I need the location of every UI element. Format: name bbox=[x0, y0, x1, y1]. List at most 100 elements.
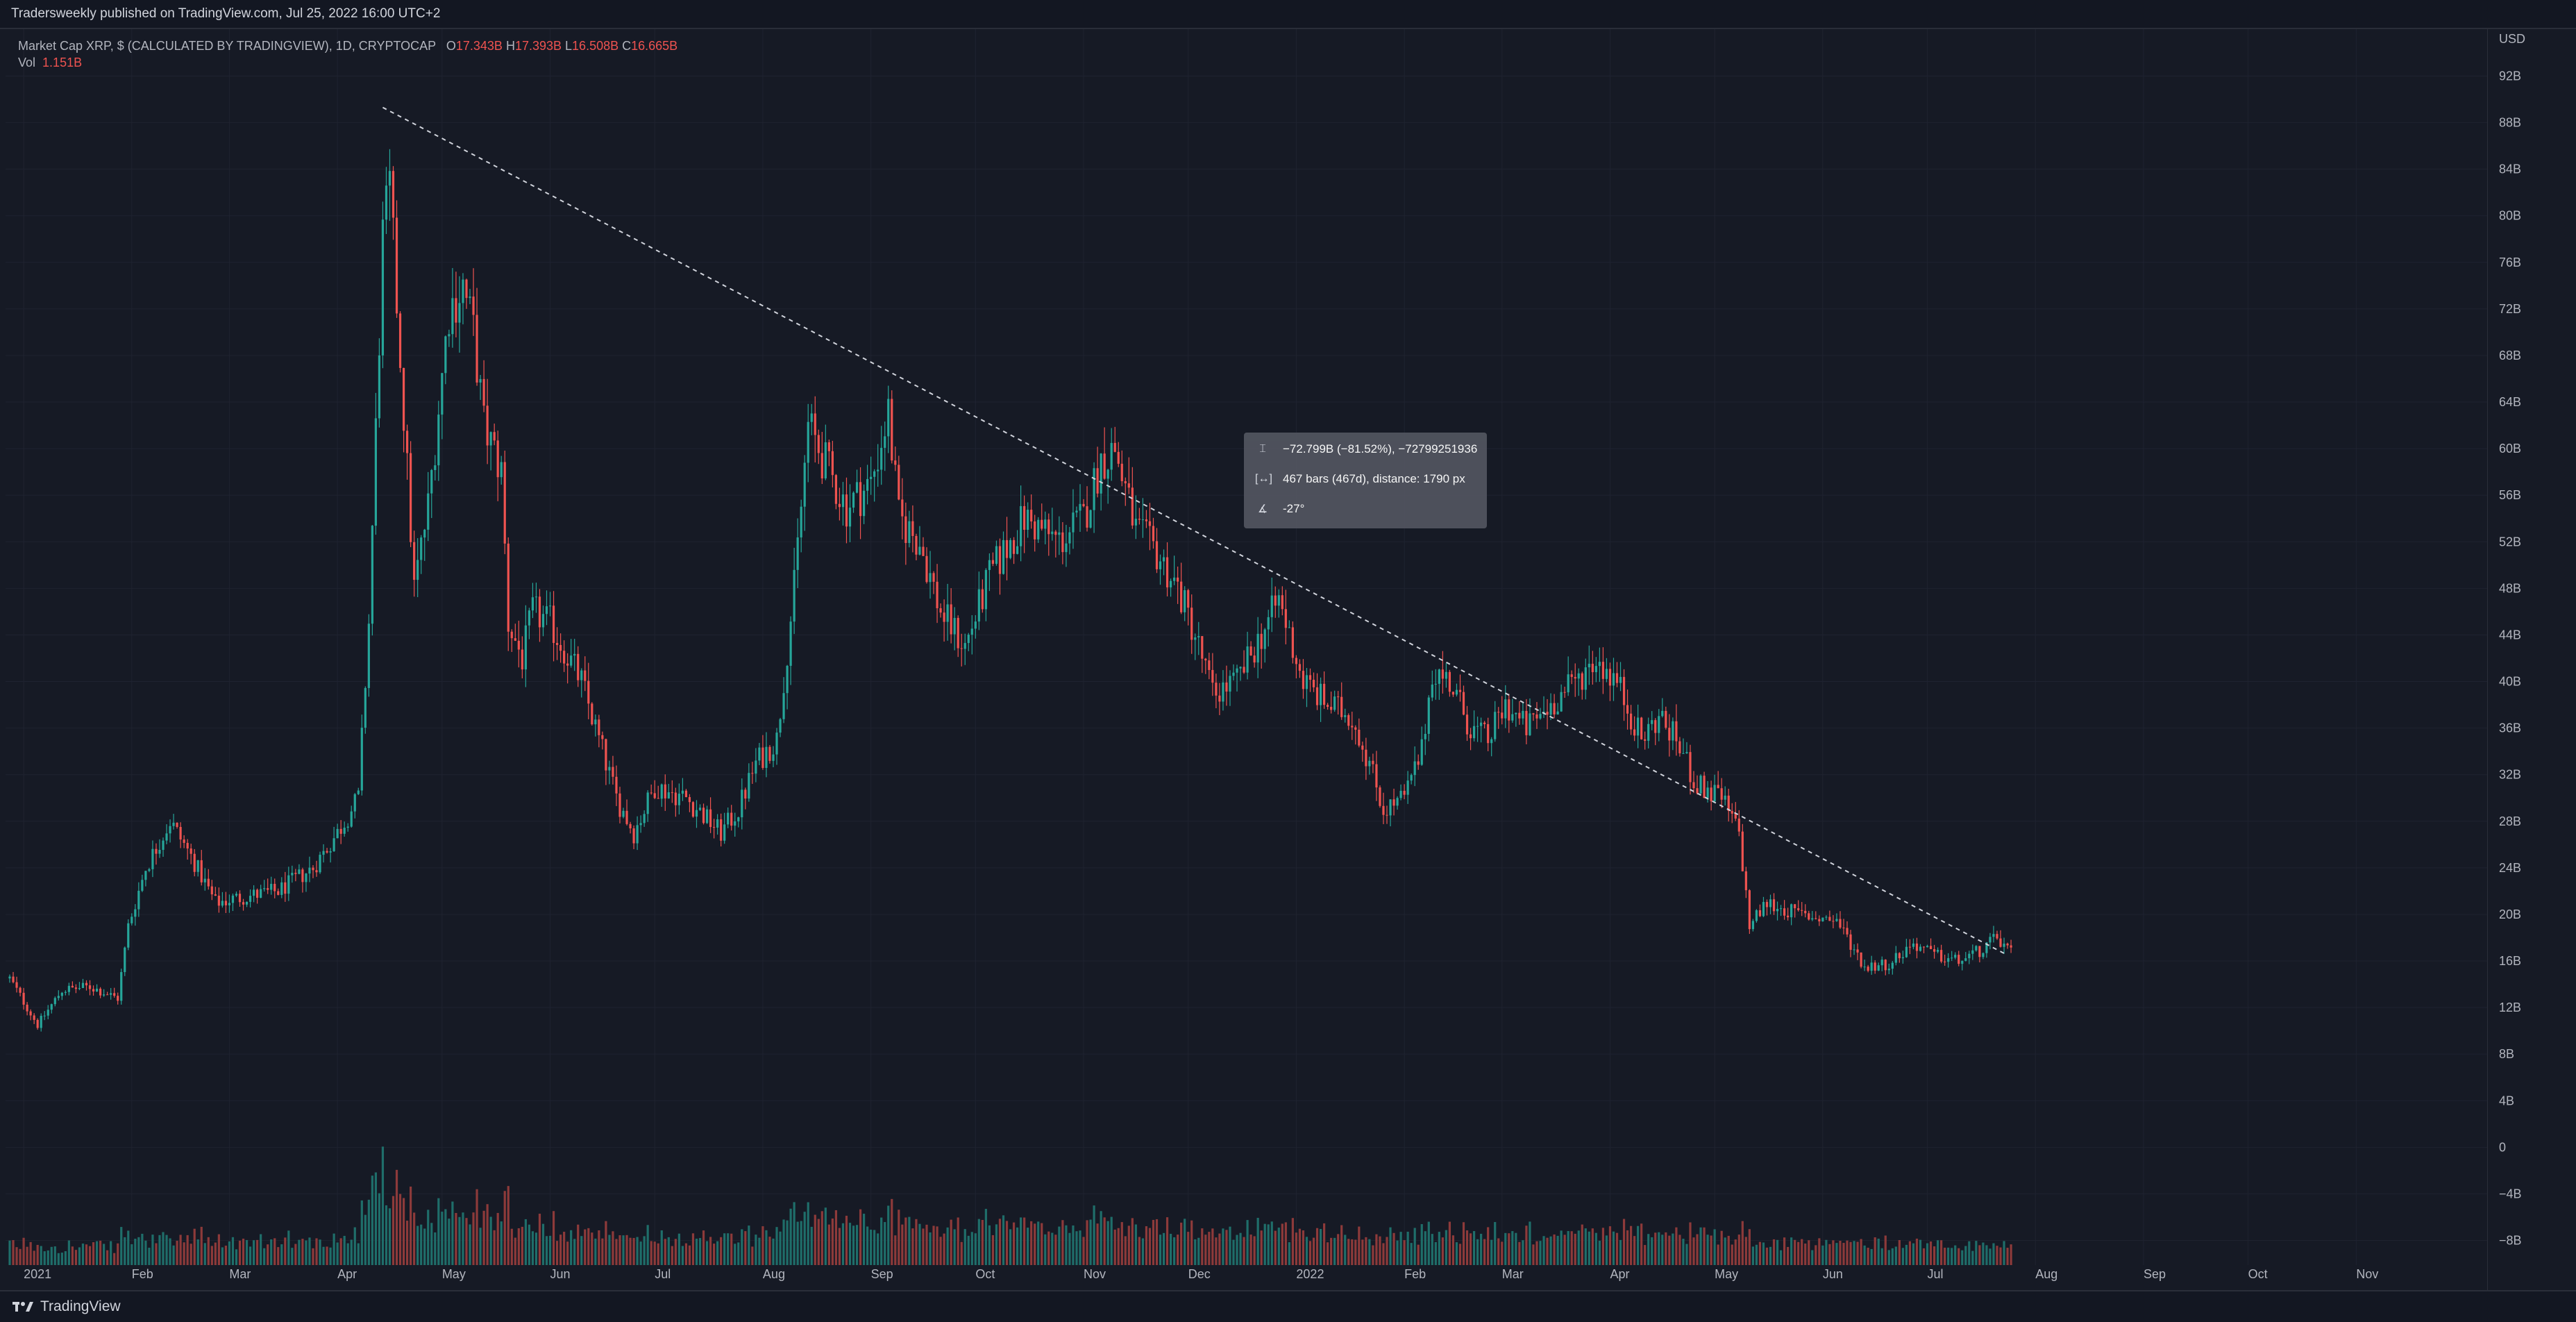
volume-bar bbox=[1535, 1241, 1538, 1265]
volume-bar bbox=[1465, 1230, 1469, 1265]
volume-bar bbox=[789, 1208, 792, 1265]
volume-bar bbox=[416, 1225, 419, 1265]
volume-bar bbox=[838, 1228, 841, 1265]
volume-bar bbox=[1347, 1239, 1350, 1265]
chart-svg[interactable]: USD 92B 88B 84B 80B 76B 72B 68B 64B 60B 56B 52B 48B 4… bbox=[0, 29, 2576, 1290]
candle bbox=[1978, 946, 1981, 963]
candle bbox=[117, 992, 119, 1005]
volume-bar bbox=[1944, 1247, 1946, 1265]
volume-bar bbox=[19, 1248, 22, 1265]
candle bbox=[444, 335, 447, 385]
candle bbox=[845, 477, 848, 544]
candle bbox=[873, 469, 876, 502]
candle bbox=[353, 793, 356, 819]
volume-bar bbox=[1295, 1232, 1298, 1265]
y-tick-label: 60B bbox=[2499, 442, 2521, 455]
volume-bar bbox=[695, 1238, 698, 1265]
volume-bar bbox=[1020, 1217, 1022, 1265]
volume-bar bbox=[1312, 1237, 1315, 1265]
volume-bar bbox=[1302, 1230, 1305, 1265]
volume-bar bbox=[71, 1246, 74, 1265]
candle bbox=[238, 890, 242, 907]
volume-bar bbox=[1298, 1228, 1302, 1265]
candle bbox=[779, 717, 782, 737]
volume-bar bbox=[1134, 1224, 1137, 1265]
volume-bar bbox=[960, 1241, 963, 1265]
candle bbox=[1654, 718, 1657, 746]
candle bbox=[657, 785, 659, 799]
volume-bar bbox=[326, 1246, 328, 1265]
candle bbox=[1717, 771, 1719, 789]
candle bbox=[639, 815, 642, 833]
candle bbox=[1319, 677, 1322, 722]
volume-bar bbox=[1685, 1244, 1688, 1265]
volume-bar bbox=[943, 1233, 945, 1265]
volume-bar bbox=[674, 1239, 677, 1265]
candle bbox=[405, 424, 409, 480]
candle bbox=[615, 765, 618, 806]
candle bbox=[291, 865, 294, 883]
candle bbox=[1999, 930, 2002, 948]
volume-bar bbox=[768, 1237, 771, 1265]
candle bbox=[1501, 696, 1504, 725]
candle bbox=[716, 814, 719, 835]
candle bbox=[1490, 737, 1493, 757]
candle bbox=[984, 568, 987, 621]
candle bbox=[1675, 704, 1678, 756]
candle bbox=[1901, 951, 1904, 964]
candle bbox=[1288, 620, 1290, 628]
candle bbox=[1291, 621, 1294, 664]
candle bbox=[151, 840, 154, 878]
volume-bar bbox=[57, 1253, 60, 1265]
volume-bar bbox=[1110, 1216, 1113, 1265]
candle bbox=[904, 502, 907, 565]
candle bbox=[1629, 705, 1633, 735]
y-tick-label: 32B bbox=[2499, 768, 2521, 782]
volume-bar bbox=[1937, 1240, 1939, 1265]
volume-bar bbox=[343, 1235, 346, 1265]
candle bbox=[1951, 951, 1953, 961]
candle bbox=[1769, 894, 1772, 914]
volume-bar bbox=[301, 1239, 304, 1265]
candle bbox=[1758, 904, 1762, 917]
candle bbox=[1305, 667, 1308, 708]
candle bbox=[1340, 682, 1343, 720]
volume-bar bbox=[357, 1243, 360, 1265]
volume-bar bbox=[1368, 1239, 1371, 1265]
volume-bar bbox=[1748, 1229, 1751, 1265]
volume-bar bbox=[901, 1224, 904, 1265]
candle bbox=[991, 552, 995, 567]
candle bbox=[1622, 669, 1626, 721]
volume-bar bbox=[1741, 1221, 1744, 1265]
volume-bar bbox=[1434, 1241, 1437, 1265]
candle bbox=[1964, 952, 1967, 962]
candle bbox=[110, 987, 112, 1000]
candle bbox=[1023, 495, 1026, 553]
volume-bar bbox=[1622, 1219, 1626, 1265]
candle bbox=[1365, 737, 1367, 780]
y-tick-label: 20B bbox=[2499, 907, 2521, 921]
volume-bar bbox=[1706, 1235, 1709, 1265]
candle bbox=[744, 787, 747, 810]
volume-bar bbox=[681, 1246, 684, 1265]
candle bbox=[381, 201, 385, 369]
volume-bar bbox=[1797, 1241, 1800, 1265]
candle bbox=[1462, 685, 1465, 716]
volume-bar bbox=[1887, 1250, 1890, 1265]
tradingview-logo[interactable]: TradingView bbox=[12, 1298, 121, 1315]
candle bbox=[943, 599, 945, 642]
candle bbox=[137, 882, 140, 917]
volume-bar bbox=[151, 1235, 154, 1265]
volume-bar bbox=[381, 1146, 385, 1265]
candle bbox=[1009, 537, 1012, 560]
candle bbox=[1162, 549, 1165, 576]
volume-bar bbox=[1727, 1235, 1730, 1265]
candle bbox=[538, 589, 541, 642]
candle bbox=[932, 571, 935, 594]
candle bbox=[521, 636, 523, 678]
volume-bar bbox=[1731, 1244, 1733, 1265]
volume-bar bbox=[378, 1193, 381, 1265]
chart-area[interactable]: USD 92B 88B 84B 80B 76B 72B 68B 64B 60B 56B 52B 48B 4… bbox=[0, 29, 2576, 1290]
candle bbox=[1215, 673, 1218, 709]
volume-bar bbox=[1539, 1241, 1542, 1265]
